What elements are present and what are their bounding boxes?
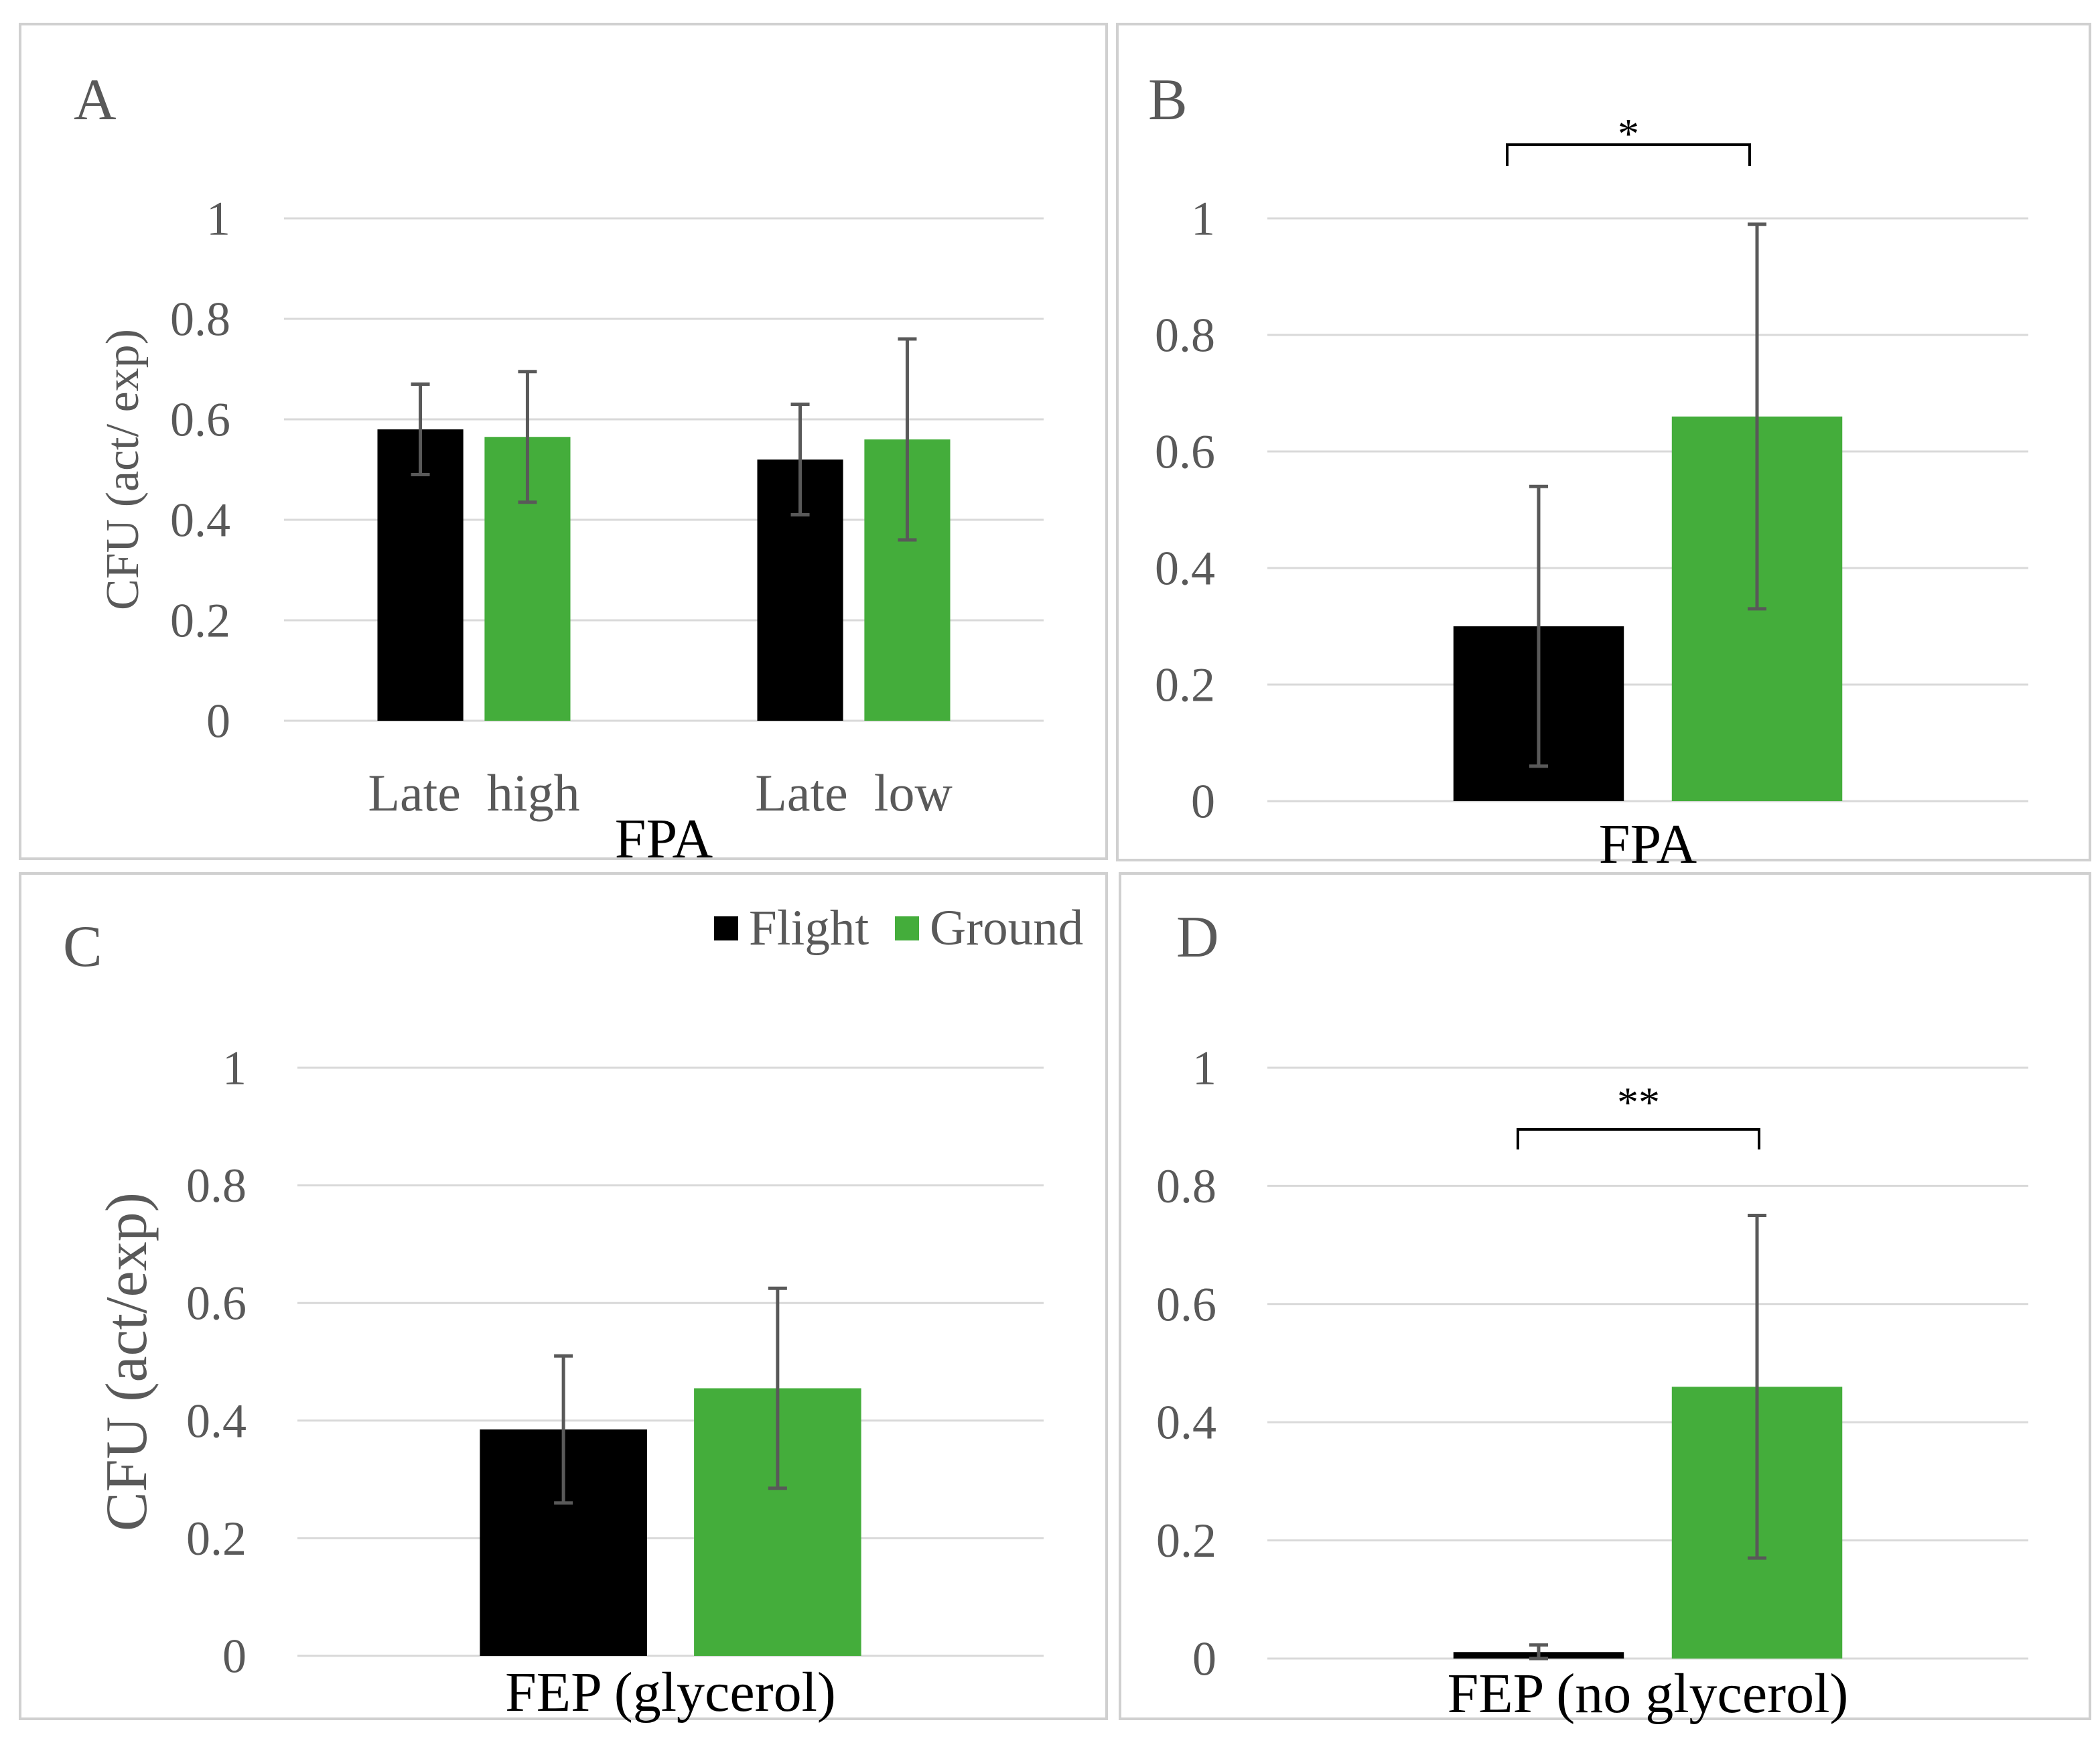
panel-border — [1119, 872, 2091, 1720]
legend-swatch-flight — [714, 916, 738, 940]
bars — [480, 1388, 861, 1656]
panel-label: A — [74, 68, 117, 133]
y-axis-tick-labels: 0 0.2 0.4 0.6 0.8 1 — [170, 192, 230, 748]
category-label: Late low — [755, 764, 953, 822]
panel-c: C 0 0.2 0.4 0.6 0.8 1 FEP (glycerol) CFU (act/ex… — [19, 872, 1108, 1724]
y-tick-label: 0.2 — [186, 1512, 247, 1565]
y-tick-label: 0 — [1192, 1632, 1216, 1685]
panel-label: B — [1148, 68, 1188, 133]
y-tick-label: 0.6 — [1156, 1277, 1216, 1331]
panel-d: D 0 0.2 0.4 0.6 0.8 1 FEP (no glycerol) ** — [1119, 872, 2091, 1725]
error-bar-flight-group-1 — [554, 1354, 573, 1505]
legend: Flight Ground — [714, 900, 1083, 956]
error-bar-ground-group-1 — [1748, 1214, 1767, 1560]
legend-label-flight: Flight — [749, 900, 869, 956]
panels: A 0 0.2 0.4 0.6 0.8 1 Late high Late low FPA CFU (… — [19, 23, 2091, 1725]
panel-a: A 0 0.2 0.4 0.6 0.8 1 Late high Late low FPA CFU (… — [19, 23, 1108, 870]
x-axis-title: FEP (glycerol) — [505, 1661, 836, 1724]
y-tick-label: 0.8 — [186, 1159, 247, 1212]
panel-b: B 0 0.2 0.4 0.6 0.8 1 FPA * — [1116, 23, 2091, 875]
y-tick-label: 1 — [206, 192, 230, 245]
y-axis-title: CFU (act/ exp) — [97, 329, 149, 610]
y-tick-label: 0.8 — [1155, 308, 1215, 362]
error-bar-ground-late-low — [898, 337, 917, 542]
y-tick-label: 0.2 — [1156, 1514, 1216, 1567]
gridlines — [1267, 217, 2028, 802]
y-tick-label: 0.2 — [170, 593, 230, 647]
significance-bracket — [1517, 1128, 1760, 1149]
x-axis-title: FPA — [615, 808, 713, 870]
bars — [1453, 1387, 1843, 1659]
y-tick-label: 0.8 — [170, 292, 230, 346]
y-tick-label: 0 — [206, 694, 230, 748]
legend-label-ground: Ground — [930, 900, 1083, 956]
error-bars — [1529, 222, 1767, 768]
x-axis-title: FEP (no glycerol) — [1448, 1663, 1849, 1725]
error-bar-ground-late-high — [518, 370, 537, 504]
category-label: Late high — [368, 764, 579, 822]
gridlines — [297, 1066, 1044, 1657]
error-bar-flight-group-1 — [1529, 1643, 1548, 1661]
error-bars — [1529, 1214, 1767, 1661]
y-tick-label: 0.4 — [1155, 541, 1215, 595]
y-tick-label: 0.6 — [1155, 425, 1215, 478]
panel-border — [19, 872, 1108, 1720]
y-tick-label: 0.4 — [170, 493, 230, 547]
bars — [377, 429, 951, 721]
y-tick-label: 0.6 — [170, 393, 230, 446]
legend-swatch-ground — [895, 916, 919, 940]
y-tick-label: 0.4 — [1156, 1396, 1216, 1450]
y-tick-label: 1 — [1191, 192, 1215, 245]
y-tick-label: 0.4 — [186, 1394, 247, 1448]
panel-label: D — [1176, 905, 1219, 970]
error-bar-flight-group-1 — [1529, 484, 1548, 768]
y-axis-title: CFU (act/exp) — [94, 1192, 159, 1531]
panel-border — [19, 23, 1108, 860]
error-bar-flight-late-high — [411, 382, 430, 476]
y-tick-label: 1 — [1192, 1041, 1216, 1095]
panel-label: C — [63, 914, 102, 979]
y-tick-label: 1 — [222, 1041, 247, 1095]
error-bars — [554, 1286, 787, 1505]
gridlines — [1267, 1066, 2028, 1660]
y-tick-label: 0.6 — [186, 1277, 247, 1330]
significance-annotation: ** — [1517, 1078, 1760, 1149]
significance-bracket — [1506, 143, 1751, 166]
significance-label: ** — [1617, 1078, 1660, 1126]
panel-border — [1116, 23, 2091, 861]
significance-label: * — [1618, 110, 1639, 157]
error-bars — [411, 337, 917, 542]
error-bar-ground-group-1 — [1748, 222, 1767, 611]
y-tick-label: 0.8 — [1156, 1160, 1216, 1213]
bar-flight-late-high — [377, 429, 464, 721]
y-axis-tick-labels: 0 0.2 0.4 0.6 0.8 1 — [1155, 192, 1215, 828]
y-axis-tick-labels: 0 0.2 0.4 0.6 0.8 1 — [1156, 1041, 1216, 1685]
y-axis-tick-labels: 0 0.2 0.4 0.6 0.8 1 — [186, 1041, 247, 1683]
x-axis-title: FPA — [1599, 813, 1697, 875]
significance-annotation: * — [1506, 110, 1751, 166]
bars — [1453, 416, 1843, 801]
error-bar-flight-late-low — [790, 403, 810, 516]
error-bar-ground-group-1 — [768, 1286, 787, 1490]
y-tick-label: 0 — [222, 1629, 247, 1683]
y-tick-label: 0.2 — [1155, 658, 1215, 711]
y-tick-label: 0 — [1191, 774, 1215, 828]
